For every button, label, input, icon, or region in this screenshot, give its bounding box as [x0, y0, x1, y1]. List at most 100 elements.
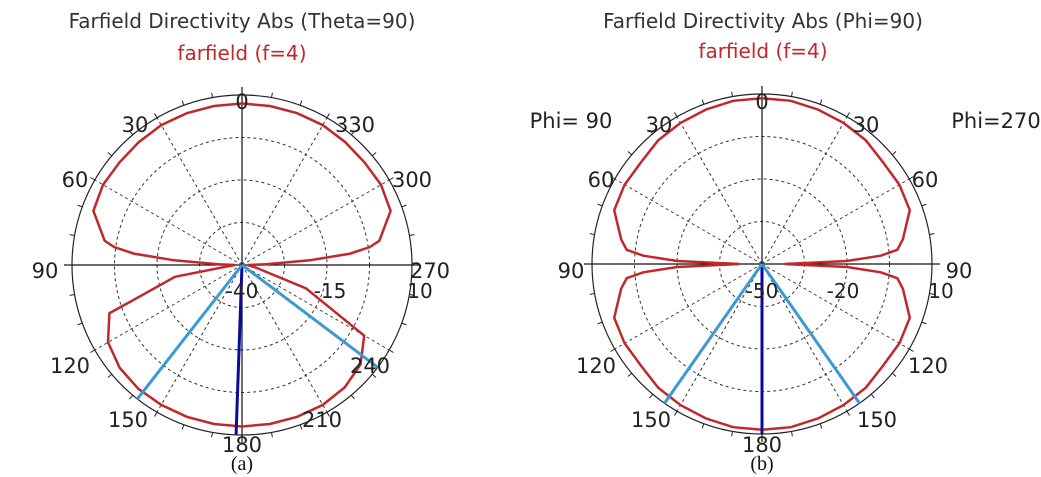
- polar-chart-a: Farfield Directivity Abs (Theta=90) farfi…: [32, 9, 450, 475]
- ring-tick: [921, 203, 927, 207]
- chart-title: Farfield Directivity Abs (Theta=90): [69, 9, 416, 33]
- polar-grid: [64, 87, 420, 443]
- ring-tick: [846, 410, 850, 416]
- figure-caption: (b): [750, 453, 773, 475]
- radial-tick-label: 10: [407, 279, 432, 303]
- figure-caption: (a): [231, 453, 253, 475]
- radial-tick-label: -40: [226, 279, 259, 303]
- ring-tick: [388, 349, 394, 353]
- angle-tick-label: 150: [631, 408, 671, 432]
- ring-tick: [90, 177, 96, 181]
- grid-spoke: [241, 179, 390, 266]
- grid-spoke: [761, 263, 910, 350]
- ring-tick: [791, 431, 793, 437]
- angle-tick-label: 30: [646, 113, 673, 137]
- radial-tick-label: -15: [314, 279, 347, 303]
- ring-tick: [90, 349, 96, 353]
- ring-tick: [371, 152, 377, 157]
- angle-tick-label: 60: [912, 168, 939, 192]
- ring-tick: [181, 424, 185, 430]
- ring-tick: [731, 91, 733, 97]
- angle-tick-label: 90: [946, 259, 973, 283]
- ring-tick: [211, 92, 213, 98]
- beamwidth-line: [241, 263, 379, 369]
- ring-tick: [388, 177, 394, 181]
- ring-tick: [107, 152, 113, 157]
- ring-tick: [154, 411, 158, 417]
- ring-tick: [921, 321, 927, 325]
- grid-spoke: [156, 117, 243, 266]
- beamwidth-line: [136, 264, 244, 400]
- ring-tick: [627, 372, 633, 377]
- angle-tick-label: 150: [857, 408, 897, 432]
- ring-tick: [891, 151, 897, 156]
- angle-tick-label: 30: [853, 113, 880, 137]
- angle-tick-label: 300: [392, 168, 432, 192]
- chart-title: Farfield Directivity Abs (Phi=90): [603, 9, 923, 33]
- ring-tick: [597, 203, 603, 207]
- ring-tick: [589, 233, 595, 235]
- ring-tick: [69, 294, 75, 296]
- angle-tick-label: 120: [50, 354, 90, 378]
- grid-spoke: [761, 263, 848, 412]
- ring-tick: [701, 423, 705, 429]
- grid-spoke: [94, 264, 243, 351]
- ring-tick: [929, 293, 935, 295]
- ring-tick: [610, 176, 616, 180]
- ring-tick: [271, 432, 273, 438]
- ring-tick: [371, 373, 377, 378]
- angle-tick-label: 120: [576, 354, 616, 378]
- ring-tick: [870, 129, 875, 135]
- radial-tick-label: -50: [746, 279, 779, 303]
- angle-tick-label: 90: [32, 259, 59, 283]
- main-lobe-direction-line: [234, 264, 244, 435]
- chart-subtitle: farfield (f=4): [177, 41, 306, 65]
- ring-tick: [401, 322, 407, 326]
- ring-tick: [908, 176, 914, 180]
- ring-tick: [326, 411, 330, 417]
- ring-tick: [731, 431, 733, 437]
- ring-tick: [929, 233, 935, 235]
- ring-tick: [701, 99, 705, 105]
- ring-tick: [326, 113, 330, 119]
- ring-tick: [409, 294, 415, 296]
- ring-tick: [791, 91, 793, 97]
- ring-tick: [597, 321, 603, 325]
- ring-tick: [271, 92, 273, 98]
- ring-tick: [69, 234, 75, 236]
- ring-tick: [610, 348, 616, 352]
- angle-tick-label: 0: [235, 90, 248, 114]
- grid-spoke: [156, 264, 243, 413]
- ring-tick: [589, 293, 595, 295]
- angle-tick-label: 270: [410, 259, 450, 283]
- pattern-curve: [92, 102, 392, 428]
- ring-tick: [107, 373, 113, 378]
- ring-tick: [674, 112, 678, 118]
- ring-tick: [129, 130, 134, 136]
- ring-tick: [846, 112, 850, 118]
- angle-tick-label: 180: [222, 433, 262, 457]
- grid-spoke: [241, 117, 328, 266]
- side-label-right: Phi=270: [951, 109, 1041, 133]
- chart-subtitle: farfield (f=4): [698, 39, 827, 63]
- chart-panel-a: Farfield Directivity Abs (Theta=90) farfi…: [0, 0, 520, 477]
- grid-spoke: [94, 179, 243, 266]
- ring-tick: [649, 393, 654, 399]
- grid-spoke: [761, 116, 848, 265]
- ring-tick: [350, 394, 355, 400]
- angle-tick-label: 240: [350, 354, 390, 378]
- ring-tick: [819, 423, 823, 429]
- angle-tick-label: 90: [558, 259, 585, 283]
- ring-tick: [299, 424, 303, 430]
- angle-tick-label: 120: [908, 354, 948, 378]
- ring-tick: [891, 372, 897, 377]
- angle-tick-label: 60: [588, 168, 615, 192]
- ring-tick: [129, 394, 134, 400]
- grid-spoke: [761, 178, 910, 265]
- ring-tick: [299, 100, 303, 106]
- grid-spoke: [241, 264, 328, 413]
- chart-panel-b: Farfield Directivity Abs (Phi=90) farfiel…: [521, 0, 1041, 477]
- radial-tick-label: 10: [928, 279, 953, 303]
- side-label-left: Phi= 90: [530, 109, 613, 133]
- ring-tick: [674, 410, 678, 416]
